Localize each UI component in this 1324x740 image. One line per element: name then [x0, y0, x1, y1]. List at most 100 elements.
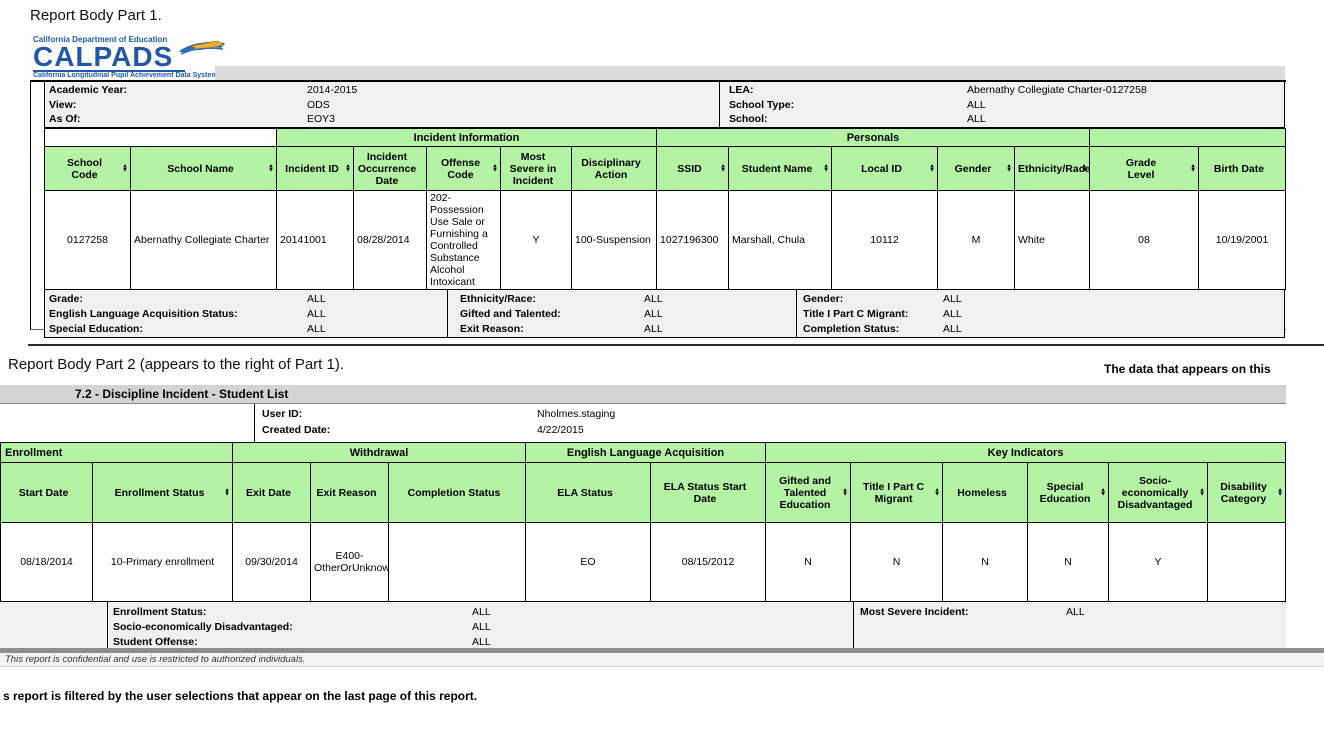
- col-header-disability-category: Disability Category: [1207, 462, 1287, 523]
- info-value: ODS: [307, 98, 330, 111]
- part2-group-ela: English Language Acquisition: [525, 442, 767, 463]
- cell-grade-level: 08: [1089, 190, 1200, 290]
- part1-table: Incident Information Personals School Co…: [44, 128, 1287, 290]
- filter-label: Socio-economically Disadvantaged:: [113, 620, 293, 633]
- info-value: EOY3: [307, 113, 336, 126]
- col-header-school-code: School Code: [44, 146, 131, 191]
- user-id-value: Nholmes.staging: [537, 408, 616, 420]
- cell-ela-status-start-date: 08/15/2012: [650, 522, 767, 602]
- info-label: View:: [49, 98, 77, 111]
- cell-most-severe-in-incident: Y: [500, 190, 572, 290]
- sort-icon[interactable]: [345, 164, 351, 173]
- sort-icon[interactable]: [224, 488, 230, 497]
- cell-disciplinary-action: 100-Suspension: [570, 190, 658, 290]
- filter-label: Title I Part C Migrant:: [803, 307, 909, 320]
- info-label: LEA:: [729, 84, 754, 97]
- sort-icon[interactable]: [842, 488, 848, 497]
- sort-icon[interactable]: [1190, 164, 1196, 173]
- info-value: Abernathy Collegiate Charter-0127258: [967, 84, 1147, 97]
- part2-data-row: 08/18/2014 10-Primary enrollment 09/30/2…: [0, 522, 1287, 602]
- part1-info-section: Academic Year: 2014-2015 View: ODS As Of: E…: [44, 82, 1285, 128]
- cell-school-code: 0127258: [44, 190, 131, 290]
- cell-offense-code: 202-Possession Use Sale or Furnishing a …: [426, 190, 501, 290]
- info-value: 2014-2015: [307, 84, 358, 97]
- sort-icon[interactable]: [1006, 164, 1012, 173]
- logo-acronym-text: CALPADS: [33, 43, 186, 72]
- col-header-start-date: Start Date: [0, 462, 93, 523]
- col-header-title1-partc-migrant: Title I Part C Migrant: [850, 462, 944, 523]
- info-label: As Of:: [49, 113, 81, 126]
- cell-ethnicity-race: White: [1014, 190, 1091, 290]
- cell-title1-partc-migrant: N: [850, 522, 944, 602]
- calpads-logo: California Department of Education CALPA…: [33, 35, 225, 81]
- cell-completion-status: [388, 522, 527, 602]
- part2-filter-footer: Enrollment Status: ALL Socio-economically…: [0, 602, 1286, 649]
- filter-value: ALL: [307, 307, 326, 320]
- bottom-gray-bar: [0, 648, 1324, 653]
- sort-icon[interactable]: [823, 164, 829, 173]
- part1-report: Academic Year: 2014-2015 View: ODS As Of: E…: [30, 80, 1287, 338]
- part2-table: Enrollment Withdrawal English Language A…: [0, 442, 1287, 602]
- sort-icon[interactable]: [934, 488, 940, 497]
- col-header-gender: Gender: [937, 146, 1016, 191]
- cell-ssid: 1027196300: [656, 190, 730, 290]
- info-value: ALL: [967, 98, 986, 111]
- filter-label: Gifted and Talented:: [460, 307, 561, 320]
- col-header-homeless: Homeless: [942, 462, 1029, 523]
- cell-gifted-talented-education: N: [765, 522, 852, 602]
- filter-label: Gender:: [803, 292, 844, 305]
- part2-user-section: User ID: Nholmes.staging Created Date: 4/2…: [0, 404, 1286, 442]
- cell-socio-economically-disadvantaged: Y: [1108, 522, 1209, 602]
- truncated-note-right: The data that appears on this: [1104, 362, 1271, 376]
- col-header-ela-status: ELA Status: [525, 462, 652, 523]
- col-header-exit-reason: Exit Reason: [310, 462, 390, 523]
- filter-label: Completion Status:: [803, 322, 900, 335]
- part2-group-withdrawal: Withdrawal: [232, 442, 527, 463]
- part2-group-key-indicators: Key Indicators: [765, 442, 1287, 463]
- filter-value: ALL: [644, 307, 663, 320]
- filter-value: ALL: [943, 307, 962, 320]
- part1-group-empty-right: [1089, 128, 1287, 147]
- filter-label: English Language Acquisition Status:: [49, 307, 238, 320]
- sort-icon[interactable]: [492, 164, 498, 173]
- part2-header-row: Start Date Enrollment Status Exit Date E…: [0, 462, 1287, 523]
- sort-icon[interactable]: [1100, 488, 1106, 497]
- user-id-label: User ID:: [262, 408, 303, 420]
- col-header-incident-id: Incident ID: [276, 146, 354, 191]
- filter-value: ALL: [943, 322, 962, 335]
- sort-icon[interactable]: [720, 164, 726, 173]
- cell-ela-status: EO: [525, 522, 652, 602]
- filter-label: Most Severe Incident:: [860, 605, 969, 618]
- filter-value: ALL: [472, 620, 491, 633]
- col-header-completion-status: Completion Status: [388, 462, 527, 523]
- info-label: Academic Year:: [49, 84, 128, 97]
- sort-icon[interactable]: [1081, 164, 1087, 173]
- col-header-ethnicity-race: Ethnicity/Race: [1014, 146, 1091, 191]
- sort-icon[interactable]: [1277, 488, 1283, 497]
- filter-value: ALL: [943, 292, 962, 305]
- cell-exit-date: 09/30/2014: [232, 522, 312, 602]
- part2-report: 7.2 - Discipline Incident - Student List…: [0, 385, 1287, 649]
- col-header-student-name: Student Name: [728, 146, 833, 191]
- sort-icon[interactable]: [1199, 488, 1205, 497]
- sort-icon[interactable]: [268, 164, 274, 173]
- part2-group-row: Enrollment Withdrawal English Language A…: [0, 442, 1287, 463]
- cell-incident-id: 20141001: [276, 190, 354, 290]
- col-header-birth-date: Birth Date: [1198, 146, 1287, 191]
- col-header-gifted-talented-education: Gifted and Talented Education: [765, 462, 852, 523]
- footer-spacer: [0, 602, 108, 648]
- col-header-grade-level: Grade Level: [1089, 146, 1200, 191]
- part1-heading: Report Body Part 1.: [30, 7, 162, 24]
- sort-icon[interactable]: [929, 164, 935, 173]
- info-value: ALL: [967, 113, 986, 126]
- filter-value: ALL: [307, 322, 326, 335]
- cell-local-id: 10112: [831, 190, 939, 290]
- logo-row-gray-bar: [215, 66, 1285, 80]
- cell-start-date: 08/18/2014: [0, 522, 93, 602]
- part2-group-enrollment: Enrollment: [0, 442, 234, 463]
- sort-icon[interactable]: [122, 164, 128, 173]
- filter-value: ALL: [644, 292, 663, 305]
- logo-dept-text: California Department of Education: [33, 35, 168, 44]
- part1-group-row: Incident Information Personals: [44, 128, 1287, 147]
